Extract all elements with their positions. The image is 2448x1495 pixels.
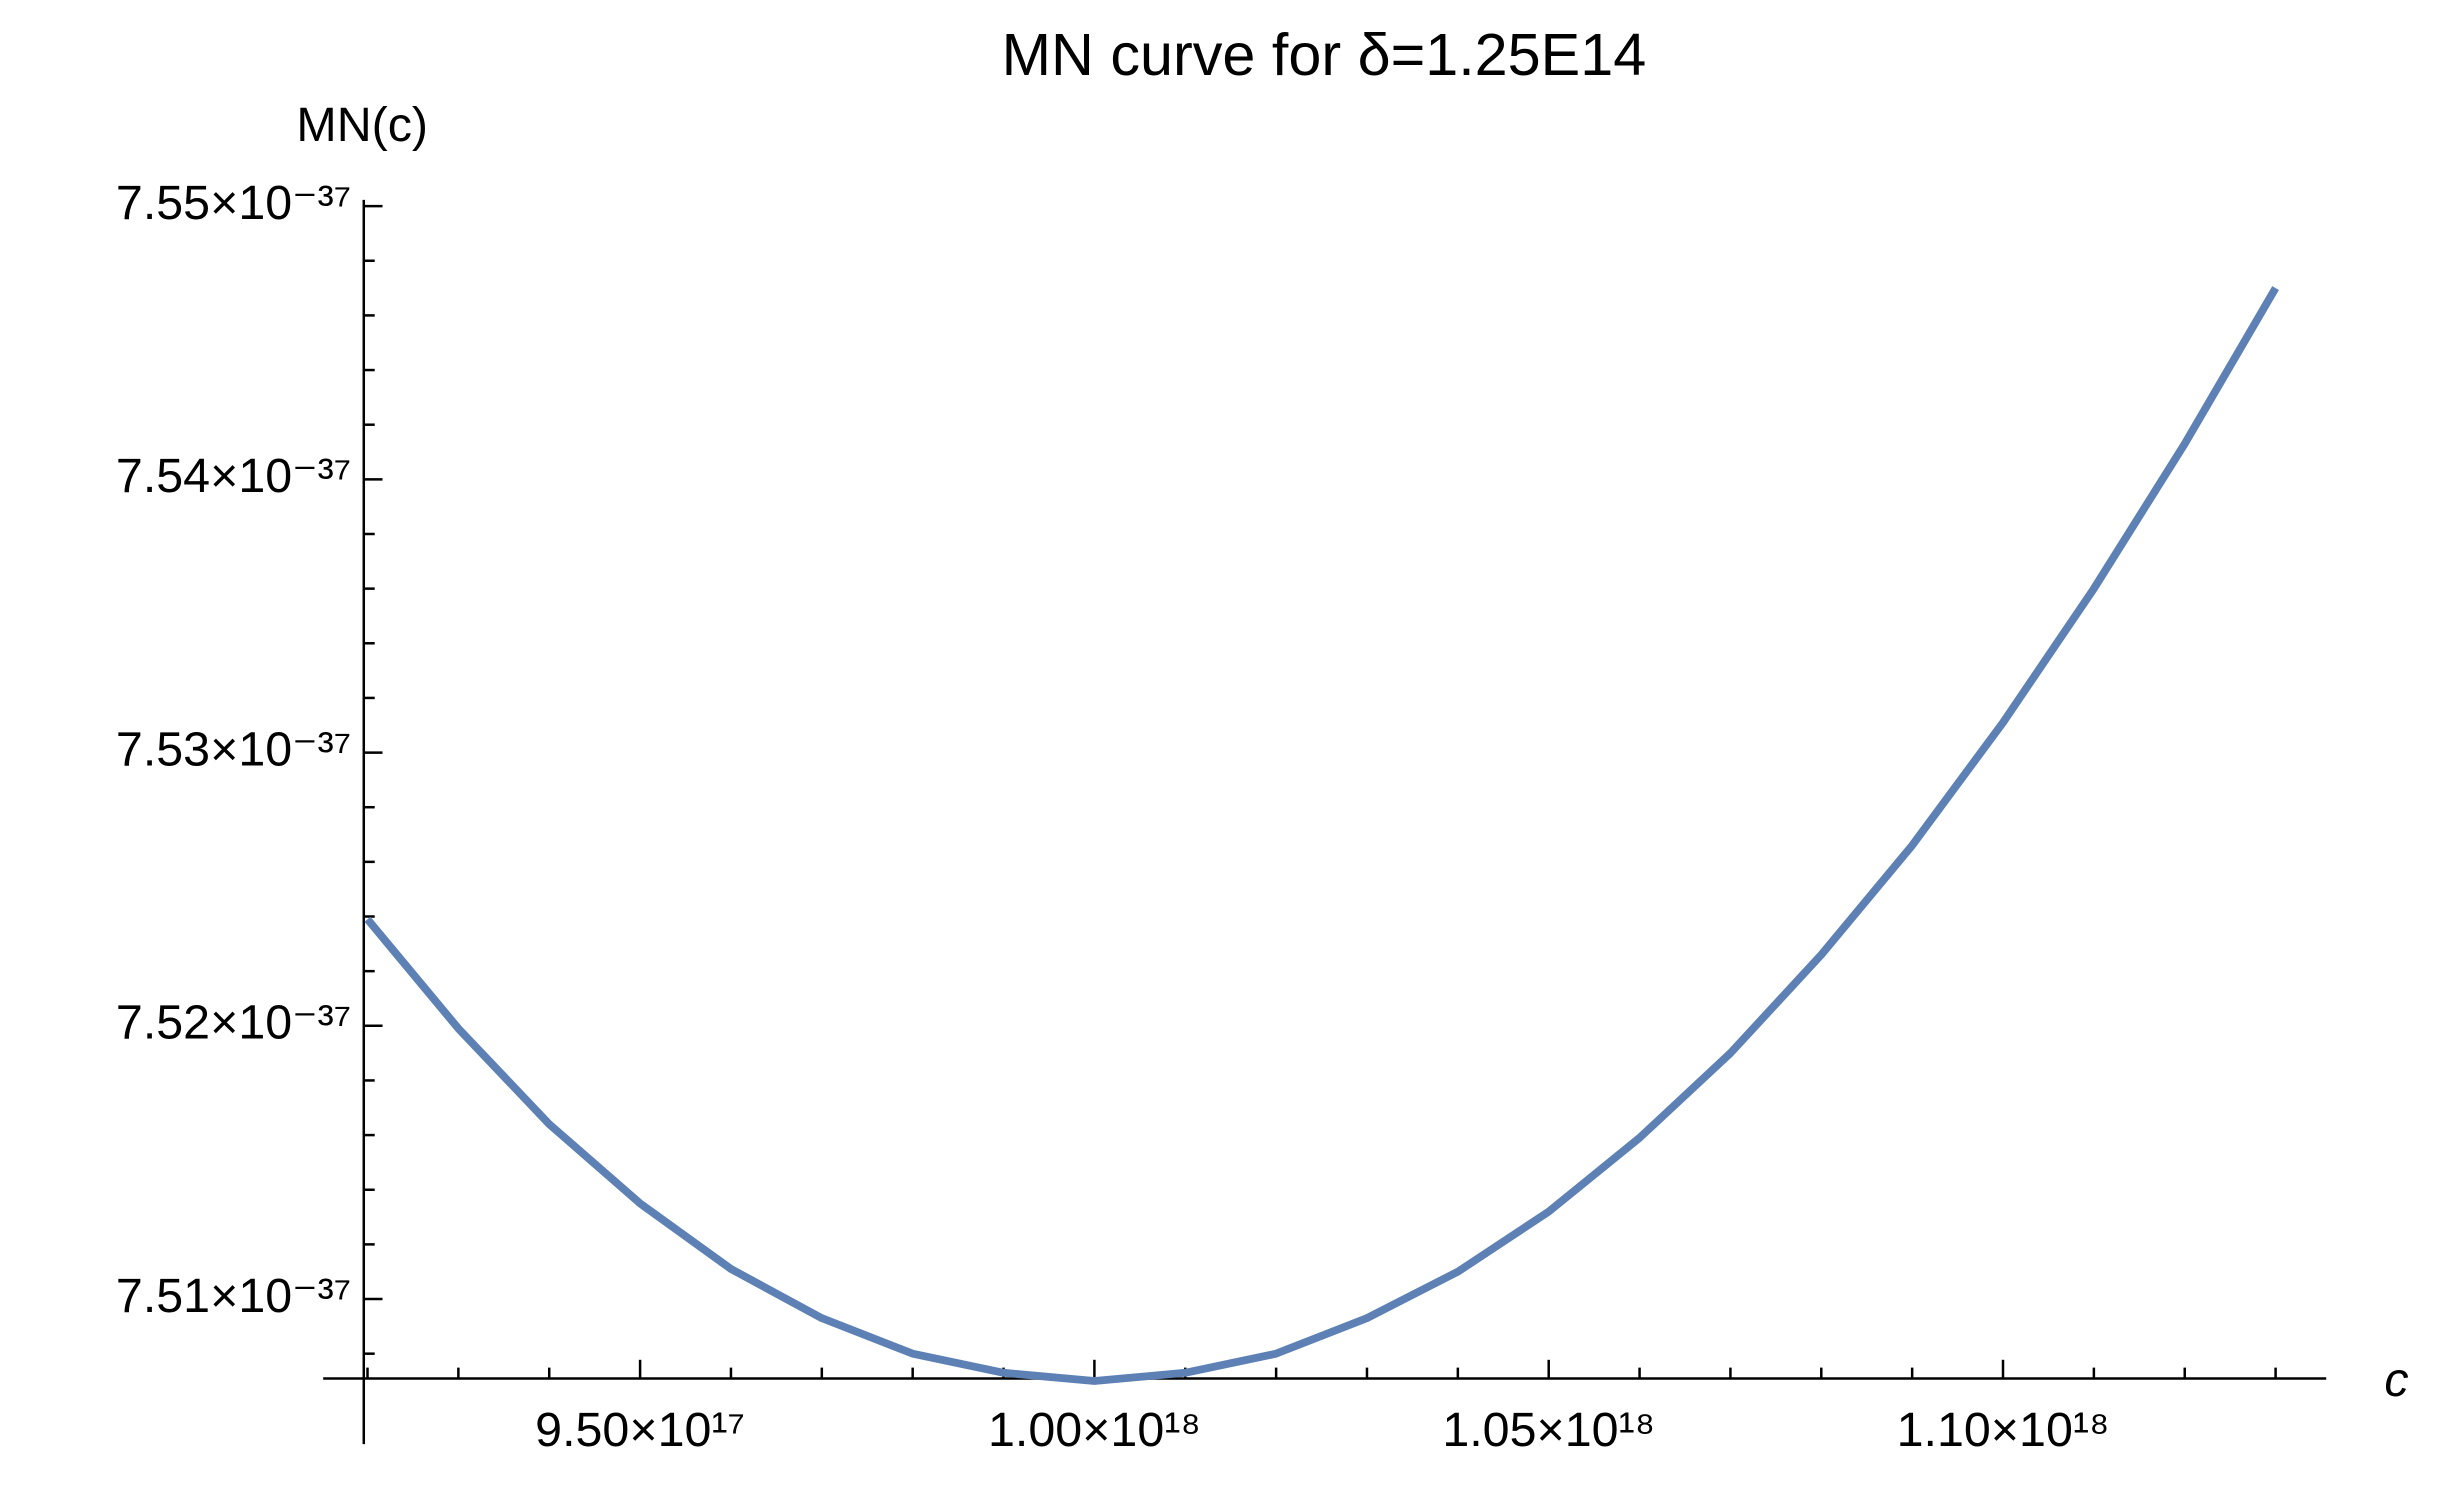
chart-title: MN curve for δ=1.25E14 [1002,21,1647,88]
x-tick-label: 1.10×10¹⁸ [1897,1403,2110,1457]
y-tick-label: 7.53×10⁻³⁷ [116,722,351,776]
y-tick-label: 7.51×10⁻³⁷ [116,1269,351,1323]
y-tick-label: 7.55×10⁻³⁷ [116,176,351,230]
x-axis-title: c [2384,1353,2408,1407]
x-tick-label: 1.05×10¹⁸ [1442,1403,1655,1457]
x-tick-label: 1.00×10¹⁸ [988,1403,1201,1457]
line-series [364,286,2279,1385]
y-axis-title: MN(c) [296,98,428,152]
x-tick-label: 9.50×10¹⁷ [535,1403,745,1457]
y-tick-label: 7.54×10⁻³⁷ [116,449,351,503]
y-tick-label: 7.52×10⁻³⁷ [116,996,351,1050]
